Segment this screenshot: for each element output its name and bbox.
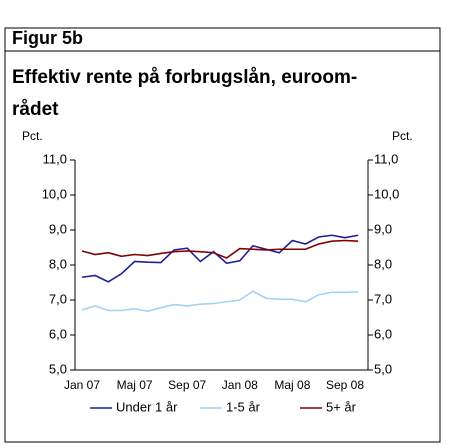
y-tick-label: 6,0 <box>49 326 67 341</box>
x-tick-label: Maj 08 <box>274 378 310 392</box>
y2-tick-label: 10,0 <box>374 186 399 201</box>
series-line <box>81 239 359 259</box>
legend-label: 1-5 år <box>226 399 261 414</box>
x-tick-label: Maj 07 <box>117 378 153 392</box>
x-tick-label: Jan 07 <box>64 378 100 392</box>
chart-title: Effektiv rente på forbrugslån, euroom- <box>12 67 357 88</box>
series-line <box>81 290 359 313</box>
y2-tick-label: 6,0 <box>374 326 392 341</box>
y2-tick-label: 5,0 <box>374 361 392 376</box>
x-tick-label: Jan 08 <box>222 378 258 392</box>
y2-tick-label: 7,0 <box>374 291 392 306</box>
y2-axis-label: Pct. <box>392 129 413 143</box>
x-tick-label: Sep 08 <box>326 378 364 392</box>
y2-tick-label: 11,0 <box>374 151 398 166</box>
y-axis-label: Pct. <box>22 129 43 143</box>
y-tick-label: 11,0 <box>43 151 67 166</box>
y-tick-label: 10,0 <box>42 186 67 201</box>
series-line <box>81 234 359 283</box>
y2-tick-label: 9,0 <box>374 221 392 236</box>
x-tick-label: Sep 07 <box>168 378 206 392</box>
legend-label: Under 1 år <box>116 399 178 414</box>
y-tick-label: 5,0 <box>49 361 67 376</box>
y-tick-label: 8,0 <box>49 256 67 271</box>
y-tick-label: 7,0 <box>49 291 67 306</box>
y-tick-label: 9,0 <box>49 221 67 236</box>
figure-label: Figur 5b <box>12 28 83 48</box>
legend-label: 5+ år <box>326 399 357 414</box>
chart-title: rådet <box>12 99 59 120</box>
y2-tick-label: 8,0 <box>374 256 392 271</box>
